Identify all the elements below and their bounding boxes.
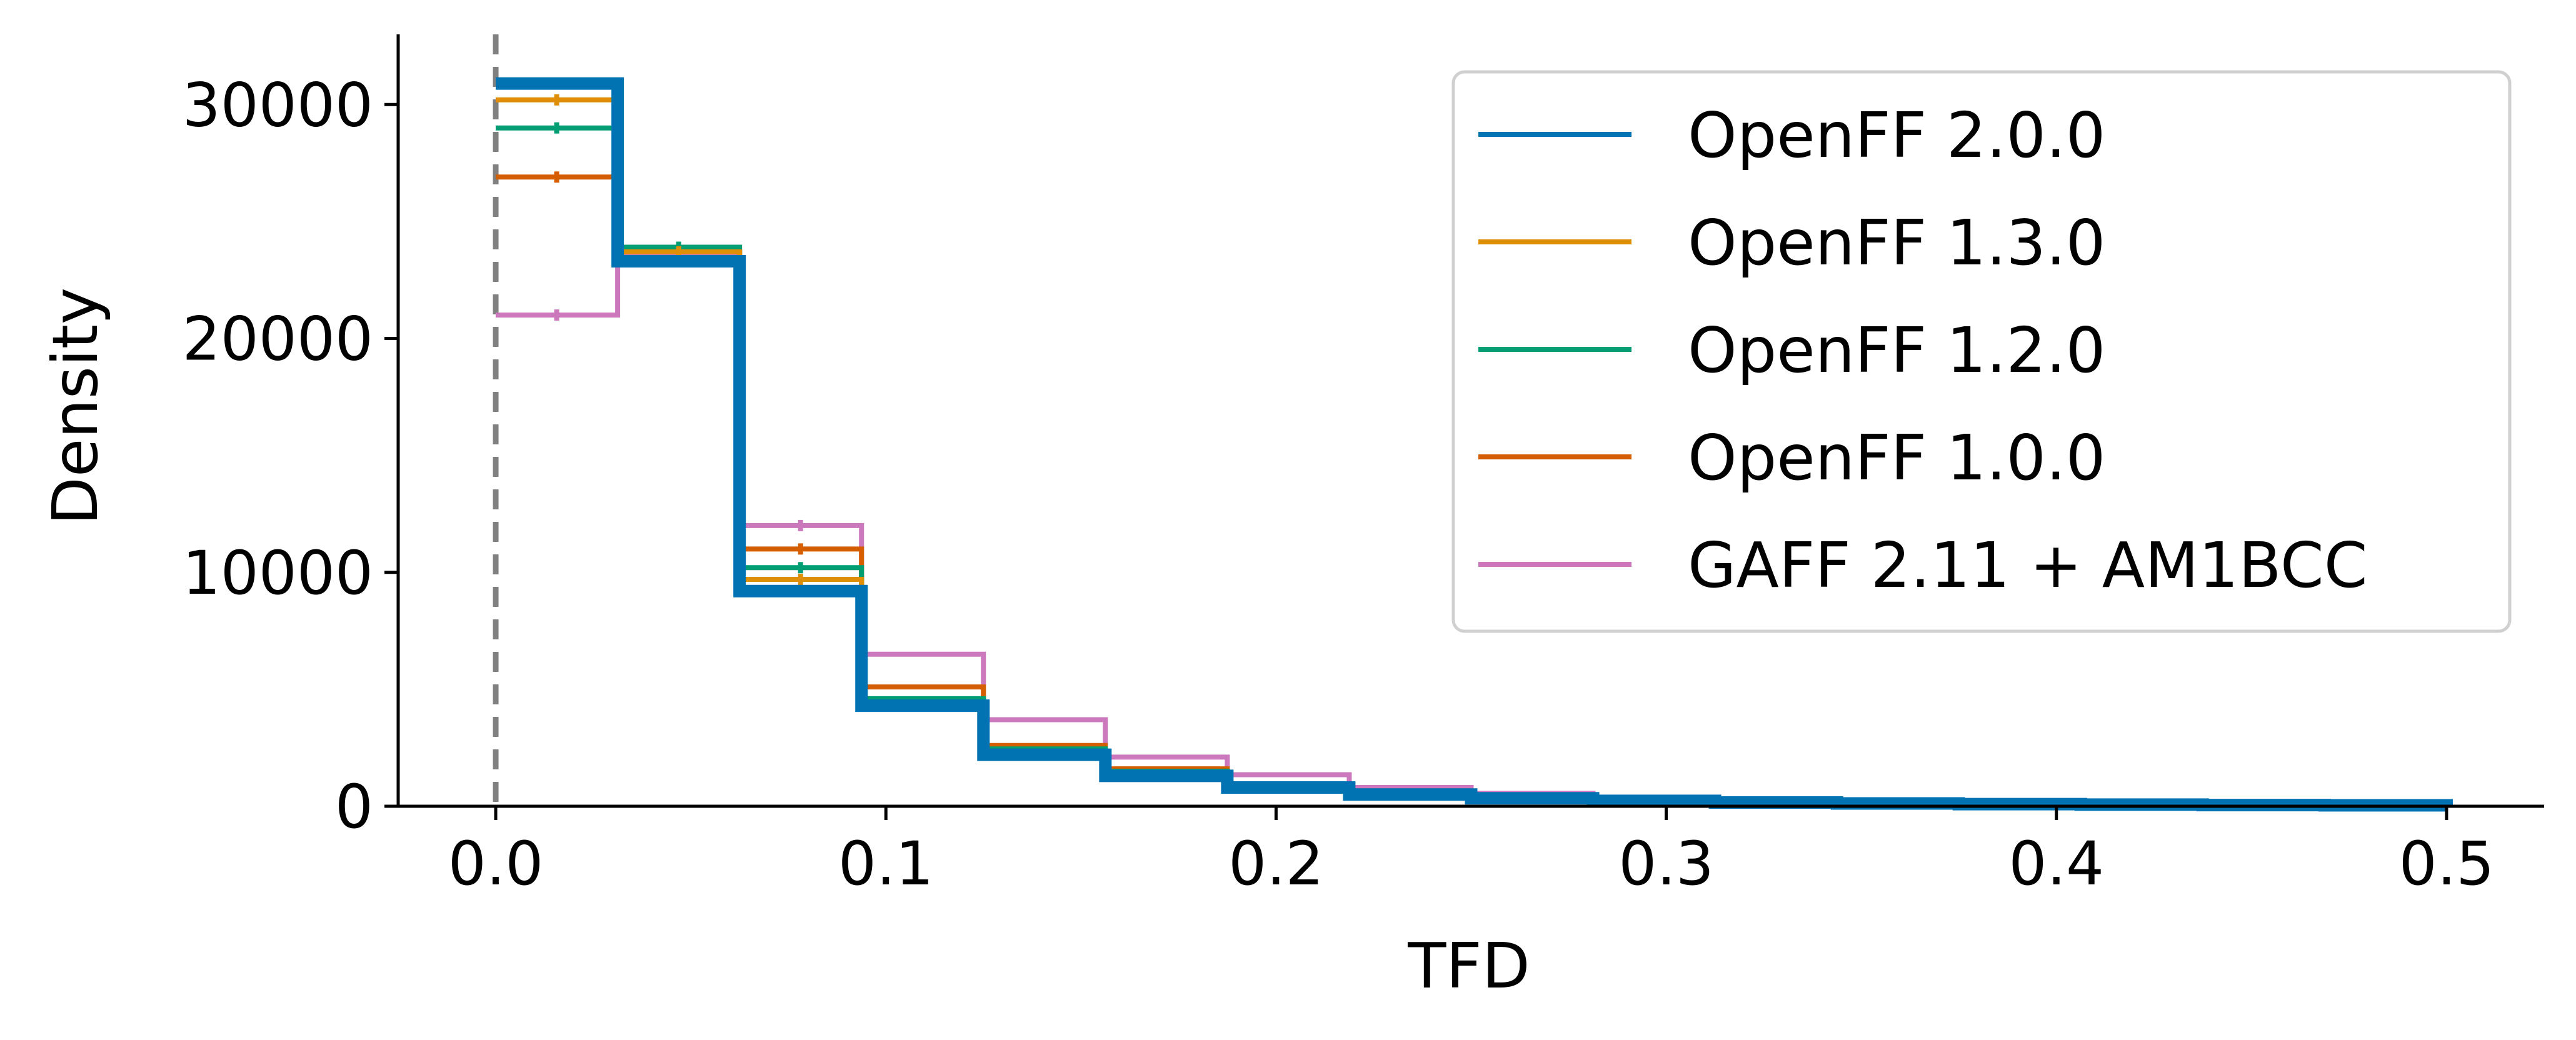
y-tick-label-3: 30000 bbox=[183, 70, 373, 140]
x-tick-label-2: 0.2 bbox=[1228, 829, 1324, 899]
y-tick-label-1: 10000 bbox=[183, 538, 373, 608]
series-0-errorbar-0 bbox=[554, 309, 559, 321]
series-layer bbox=[493, 34, 2453, 812]
y-tick-label-0: 0 bbox=[335, 772, 373, 842]
x-tick-label-1: 0.1 bbox=[838, 829, 934, 899]
legend-box bbox=[1451, 70, 2512, 633]
series-2-errorbar-0 bbox=[554, 122, 559, 134]
series-line-4 bbox=[496, 77, 2453, 812]
x-tick-label-4: 0.4 bbox=[2008, 829, 2104, 899]
series-1-errorbar-0 bbox=[554, 171, 559, 183]
x-tick-label-3: 0.3 bbox=[1618, 829, 1714, 899]
x-tick-label-0: 0.0 bbox=[448, 829, 544, 899]
legend: OpenFF 2.0.0 OpenFF 1.3.0 OpenFF 1.2.0 Open… bbox=[1451, 70, 2512, 633]
series-0-errorbar-2 bbox=[798, 519, 803, 531]
legend-label-2: OpenFF 1.2.0 bbox=[1688, 314, 2105, 387]
series-3-errorbar-1 bbox=[676, 246, 681, 258]
series-2-errorbar-2 bbox=[798, 562, 803, 574]
y-tick-label-2: 20000 bbox=[183, 304, 373, 374]
series-3-errorbar-0 bbox=[554, 94, 559, 106]
legend-label-1: OpenFF 1.3.0 bbox=[1688, 206, 2105, 279]
y-axis-label: Density bbox=[39, 288, 112, 525]
x-tick-label-5: 0.5 bbox=[2399, 829, 2495, 899]
x-axis-label: TFD bbox=[1407, 929, 1530, 1002]
legend-label-0: OpenFF 2.0.0 bbox=[1688, 99, 2105, 172]
series-1-errorbar-2 bbox=[798, 543, 803, 555]
series-3-errorbar-2 bbox=[798, 573, 803, 585]
legend-label-4: GAFF 2.11 + AM1BCC bbox=[1688, 529, 2368, 602]
legend-label-3: OpenFF 1.0.0 bbox=[1688, 421, 2105, 494]
axes-layer: 0.0 0.1 0.2 0.3 0.4 0.5 0 10000 20000 30000 bbox=[183, 34, 2544, 899]
